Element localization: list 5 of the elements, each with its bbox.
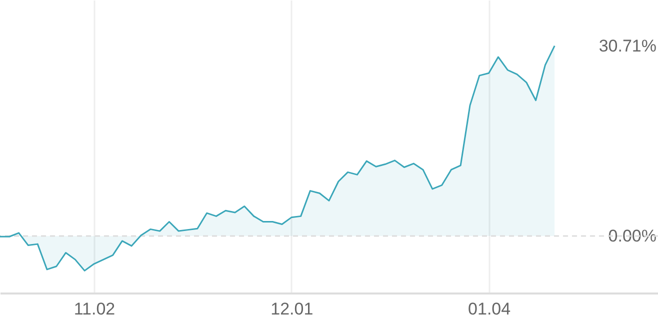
x-tick-label: 12.01 — [270, 300, 314, 318]
x-tick-label: 01.04 — [468, 300, 511, 318]
x-tick-label: 11.02 — [74, 300, 116, 318]
y-tick-label: 0.00% — [608, 226, 656, 246]
y-tick-label: 30.71% — [598, 36, 656, 56]
